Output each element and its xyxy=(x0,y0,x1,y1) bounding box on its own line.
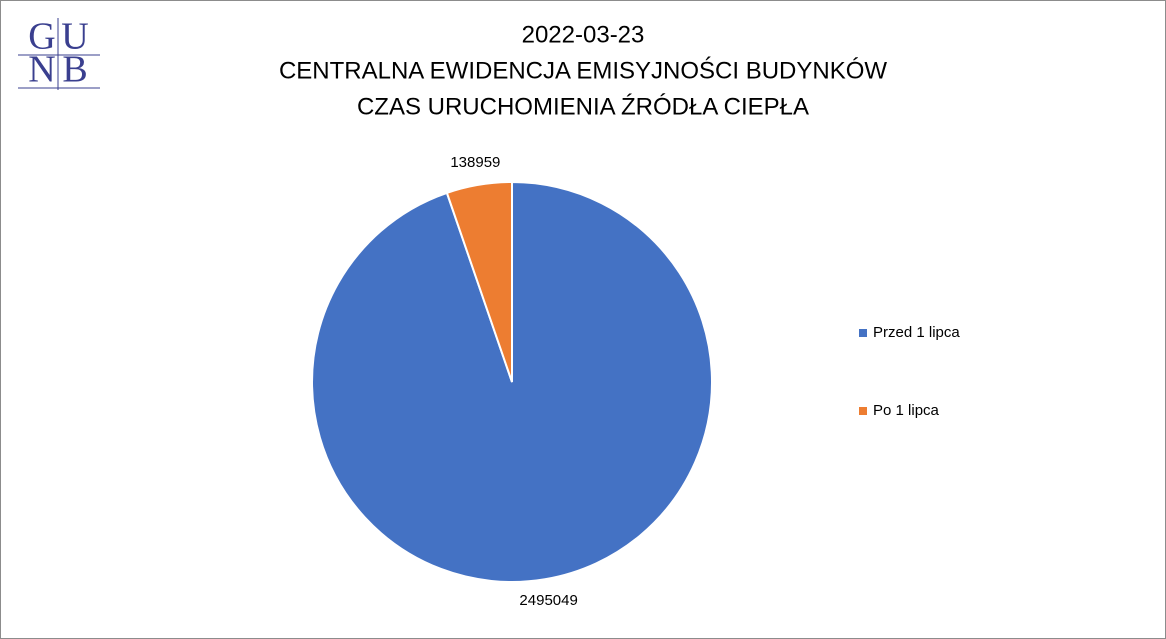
chart-title: CENTRALNA EWIDENCJA EMISYJNOŚCI BUDYNKÓW xyxy=(279,56,887,84)
logo-letter: N xyxy=(28,49,55,91)
legend-label: Po 1 lipca xyxy=(873,402,940,419)
data-label: 2495049 xyxy=(519,592,577,609)
logo-letter: G xyxy=(28,16,55,58)
logo-letter: U xyxy=(61,16,88,58)
legend-swatch xyxy=(859,329,867,337)
pie-slice xyxy=(445,180,513,383)
chart-title: 2022-03-23 xyxy=(522,21,645,48)
legend-label: Przed 1 lipca xyxy=(873,324,960,341)
logo-letter: B xyxy=(62,49,87,91)
logo: G U N B xyxy=(18,16,100,91)
legend-swatch xyxy=(859,407,867,415)
chart-title: CZAS URUCHOMIENIA ŹRÓDŁA CIEPŁA xyxy=(357,93,809,120)
data-label: 138959 xyxy=(450,154,500,171)
